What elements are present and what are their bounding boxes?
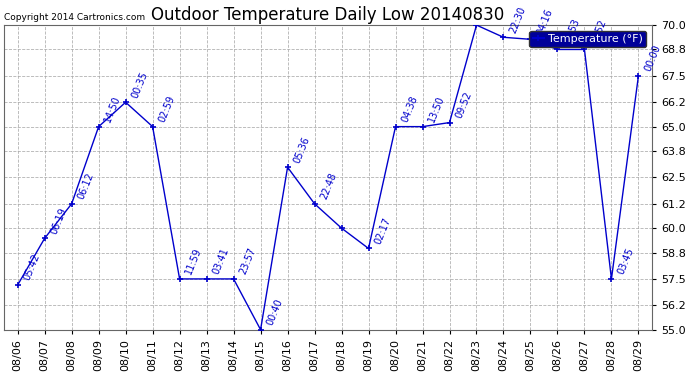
Legend: Temperature (°F): Temperature (°F)	[529, 31, 647, 47]
Text: 13:52: 13:52	[589, 17, 609, 47]
Title: Outdoor Temperature Daily Low 20140830: Outdoor Temperature Daily Low 20140830	[151, 6, 504, 24]
Text: 23:57: 23:57	[238, 246, 257, 276]
Text: Copyright 2014 Cartronics.com: Copyright 2014 Cartronics.com	[4, 13, 146, 22]
Text: 04:16: 04:16	[535, 7, 554, 36]
Text: 22:30: 22:30	[508, 5, 527, 34]
Text: 14:50: 14:50	[103, 94, 123, 124]
Text: 06:19: 06:19	[49, 206, 68, 236]
Text: 02:17: 02:17	[373, 216, 393, 246]
Text: 04:38: 04:38	[400, 94, 420, 124]
Text: 00:00: 00:00	[642, 44, 662, 73]
Text: 05:36: 05:36	[292, 135, 311, 165]
Text: 06:12: 06:12	[76, 171, 95, 201]
Text: 00:40: 00:40	[265, 297, 284, 327]
Text: 03:45: 03:45	[615, 246, 635, 276]
Text: 09:52: 09:52	[453, 90, 473, 120]
Text: 03:41: 03:41	[210, 247, 230, 276]
Text: 13:50: 13:50	[426, 94, 446, 124]
Text: 00:35: 00:35	[130, 70, 150, 99]
Text: 05:42: 05:42	[22, 252, 41, 282]
Text: 02:53: 02:53	[562, 17, 582, 47]
Text: 22:48: 22:48	[319, 171, 339, 201]
Text: 11:59: 11:59	[184, 246, 204, 276]
Text: 02:59: 02:59	[157, 94, 177, 124]
